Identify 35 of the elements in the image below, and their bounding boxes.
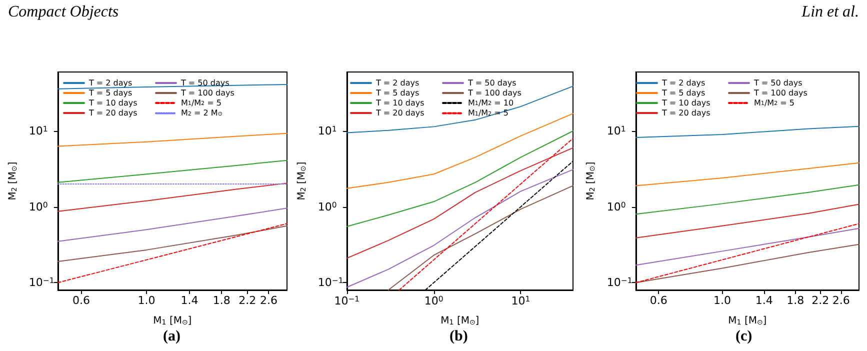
legend-label: T = 20 days [88, 108, 138, 118]
legend-label: T = 50 days [180, 78, 230, 88]
legend-label: T = 100 days [467, 88, 522, 98]
legend-label: T = 10 days [661, 98, 710, 108]
legend-label: T = 100 days [180, 88, 234, 98]
text: (c) [736, 328, 752, 344]
legend-label: T = 10 days [88, 98, 138, 108]
legend-label: T = 20 days [661, 108, 710, 118]
text: (b) [450, 328, 468, 344]
legend-label: T = 50 days [467, 78, 516, 88]
x-tick-label: 2.2 [812, 294, 830, 307]
x-tick-label: 2.6 [832, 294, 850, 307]
legend-label: T = 2 days [88, 78, 132, 88]
x-tick-label: 1.0 [138, 294, 156, 307]
legend-label: T = 2 days [661, 78, 706, 88]
x-tick-label: 2.2 [238, 294, 256, 307]
x-tick-label: 0.6 [72, 294, 90, 307]
legend-label: T = 5 days [661, 88, 706, 98]
text: Lin et al. [800, 4, 860, 20]
x-tick-label: 2.6 [260, 294, 278, 307]
x-tick-label: 1.8 [212, 294, 230, 307]
legend-label: T = 5 days [375, 88, 420, 98]
legend-label: T = 5 days [88, 88, 132, 98]
text: Compact Objects [8, 4, 119, 20]
x-tick-label: 1.4 [180, 294, 198, 307]
legend-label: T = 10 days [375, 98, 424, 108]
legend-label: T = 20 days [375, 108, 424, 118]
legend-label: T = 50 days [753, 78, 802, 88]
text: (a) [163, 328, 180, 344]
x-tick-label: 1.4 [755, 294, 773, 307]
legend-label: T = 100 days [753, 88, 808, 98]
x-tick-label: 0.6 [650, 294, 668, 307]
legend-label: T = 2 days [375, 78, 420, 88]
x-tick-label: 1.0 [713, 294, 731, 307]
x-tick-label: 1.8 [786, 294, 804, 307]
